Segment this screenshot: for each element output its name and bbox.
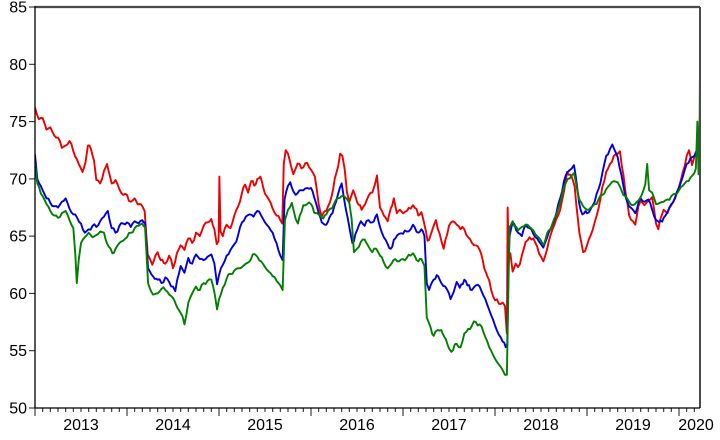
- y-tick-label: 50: [9, 401, 27, 418]
- x-tick-label: 2015: [247, 417, 283, 434]
- x-tick-label: 2020: [678, 417, 714, 434]
- series-lines: [35, 65, 700, 376]
- x-tick-label: 2017: [431, 417, 467, 434]
- y-tick-label: 70: [9, 171, 27, 188]
- x-tick-label: 2016: [339, 417, 375, 434]
- plot-frame: [34, 5, 701, 409]
- y-tick-label: 65: [9, 229, 27, 246]
- y-axis-ticks: [29, 6, 35, 409]
- x-tick-label: 2018: [523, 417, 559, 434]
- series-line-green-series: [35, 65, 700, 376]
- x-tick-label: 2013: [63, 417, 99, 434]
- series-line-blue-series: [35, 136, 700, 349]
- x-axis-ticks: [34, 408, 695, 416]
- y-tick-label: 75: [9, 114, 27, 131]
- y-tick-label: 85: [9, 0, 27, 17]
- y-axis-labels: 50 55 60 65 70 75 80 85: [9, 0, 27, 418]
- x-tick-label: 2019: [615, 417, 651, 434]
- y-tick-label: 60: [9, 286, 27, 303]
- y-tick-label: 55: [9, 343, 27, 360]
- x-tick-label: 2014: [155, 417, 191, 434]
- y-tick-label: 80: [9, 57, 27, 74]
- x-axis-labels: 2013 2014 2015 2016 2017 2018 2019 2020: [63, 417, 714, 434]
